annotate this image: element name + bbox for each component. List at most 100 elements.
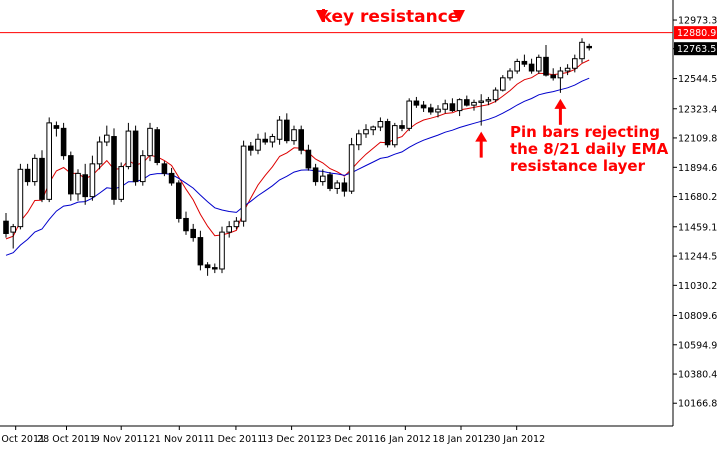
ema-21-line [5,77,590,256]
candle-body [550,74,557,79]
pin-bar-note-line: Pin bars rejecting [510,123,660,141]
key-resistance-label: key resistance [321,7,460,27]
candle-body [3,220,9,234]
candle-body [104,134,110,143]
candle-body [248,145,254,151]
candle-body [320,175,326,183]
candle-body [536,56,542,72]
candle-body [140,155,146,183]
candle-body [197,237,204,266]
candle-body [521,60,528,65]
candle-body [384,121,391,146]
ema-8-line [5,59,590,240]
candle-body [413,100,420,106]
y-tick-label: 12109.8 [678,133,717,144]
candle-body [370,126,376,131]
candle-body [212,267,218,270]
candle-body [478,100,484,103]
candle-body [564,67,571,72]
candle-body [240,145,247,222]
pin-bar-note-line: the 8/21 daily EMA [510,140,669,158]
candle-body [219,231,225,270]
candle-body [305,149,312,169]
candle-body [125,130,132,168]
candle-body [96,141,103,165]
candle-body [449,103,456,112]
candle-body [327,174,333,189]
candle-body [204,264,211,269]
candle-body [168,172,175,184]
candle-body [341,182,348,192]
candle-body [363,129,369,135]
candle-body [183,217,189,232]
y-tick-label: 11459.1 [678,222,717,233]
candle-body [75,172,81,195]
candle-body [377,121,384,128]
candle-body [255,138,261,151]
x-tick-label: 1 Dec 2011 [209,434,264,445]
candle-body [82,174,89,198]
candle-body [442,103,448,110]
candle-body [269,136,276,143]
candle-body [161,163,168,174]
y-tick-label: 11244.5 [678,252,717,263]
x-tick-label: 23 Dec 2011 [319,434,380,445]
candle-body [53,125,60,129]
candles [3,38,593,276]
candle-body [147,127,153,157]
candle-body [464,99,470,106]
price-tag-label: 12880.9 [677,28,716,39]
y-tick-label: 10380.4 [678,370,717,381]
down-triangle-marker [316,10,328,22]
x-tick-label: 13 Dec 2011 [261,434,322,445]
candle-body [471,101,477,106]
y-tick-label: 12544.5 [678,74,717,85]
candle-body [154,129,160,163]
candle-body [46,122,53,200]
price-tag-current [674,42,717,56]
candle-body [284,119,290,142]
candle-body [276,119,283,140]
candle-body [24,168,31,183]
candle-body [435,108,441,113]
candle-body [89,163,96,198]
ema-lines [5,59,590,256]
candle-body [392,125,398,146]
candle-body [39,157,45,200]
candle-body [298,129,304,151]
candle-body [291,129,297,142]
candle-body [514,60,521,72]
x-tick-label: 30 Jan 2012 [488,434,545,445]
x-tick-label: 18 Jan 2012 [433,434,490,445]
x-tick-label: 18 Oct 2011 [0,434,45,445]
candle-body [492,89,499,101]
candle-body [226,226,232,233]
y-tick-label: 12323.4 [678,104,717,115]
candle-body [118,166,125,200]
candle-body [428,107,434,113]
candle-body [406,100,412,129]
y-tick-label: 11894.6 [678,163,717,174]
down-triangle-marker [453,10,465,22]
x-tick-label: 28 Oct 2011 [37,434,96,445]
candle-body [111,136,117,200]
candle-body [233,220,240,228]
y-tick-label: 10809.6 [678,311,717,322]
candle-body [312,167,319,183]
candle-body [420,104,427,109]
candle-body [17,168,24,228]
pin-bar-note-line: resistance layer [510,157,646,175]
x-tick-label: 6 Jan 2012 [380,434,431,445]
y-tick-label: 11680.2 [678,192,717,203]
candle-body [68,155,74,195]
candle-body [572,58,578,69]
candle-body [176,182,182,219]
y-tick-label: 11030.2 [678,281,717,292]
price-tag-label: 12763.5 [677,44,716,55]
candle-body [348,144,355,192]
candle-body [190,228,196,239]
